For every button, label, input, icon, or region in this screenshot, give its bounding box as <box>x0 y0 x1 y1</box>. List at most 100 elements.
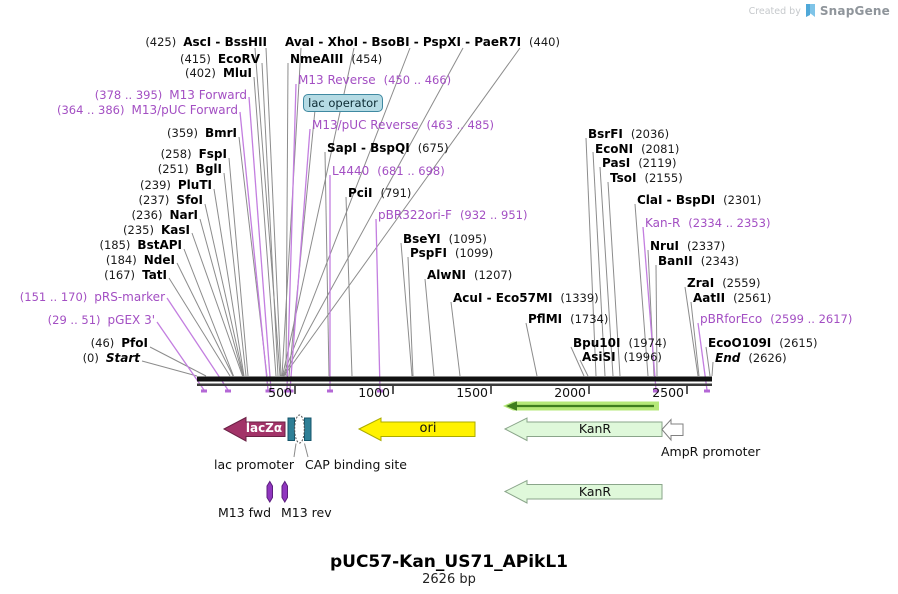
site-position: (2615) <box>779 336 818 350</box>
primer-range: (681 .. 698) <box>377 164 445 178</box>
site-position: (2626) <box>748 351 787 365</box>
enzyme-name: PasI <box>602 156 631 170</box>
enzyme-label: (359) BmrI <box>167 125 237 140</box>
enzyme-name: ZraI <box>687 276 715 290</box>
site-position: (1095) <box>448 232 487 246</box>
enzyme-name: TsoI <box>610 171 637 185</box>
site-position: (251) <box>157 162 189 176</box>
start-label: (0) Start <box>83 350 140 365</box>
plasmid-title: pUC57-Kan_US71_APikL1 <box>329 552 569 572</box>
primer-name: L4440 <box>332 164 370 178</box>
enzyme-name: TatI <box>142 268 167 282</box>
primer-label: (29 .. 51) pGEX 3' <box>48 312 155 327</box>
enzyme-label: BseYI (1095) <box>403 231 487 246</box>
enzyme-label: PspFI (1099) <box>410 245 493 260</box>
site-position: (359) <box>167 126 198 140</box>
primer-label: (378 .. 395) M13 Forward <box>95 87 247 102</box>
ori-label: ori <box>419 421 437 436</box>
scale-tick-label: 500 <box>268 385 292 400</box>
m13-fwd-glyph <box>266 480 273 503</box>
end-label: End (2626) <box>715 350 787 365</box>
site-position: (167) <box>104 268 136 282</box>
scale-tick-label: 1500 <box>456 385 488 400</box>
enzyme-label: (258) FspI <box>161 146 227 161</box>
watermark: Created by SnapGene <box>749 4 890 18</box>
enzyme-name: BstAPI <box>137 238 182 252</box>
site-position: (1974) <box>628 336 667 350</box>
site-position: (1734) <box>570 312 609 326</box>
site-position: (454) <box>351 52 383 66</box>
enzyme-label: AatII (2561) <box>693 290 771 305</box>
site-position: (2343) <box>700 254 739 268</box>
site-position: (425) <box>145 35 177 49</box>
site-position: (2301) <box>723 193 762 207</box>
primer-name: M13/pUC Forward <box>131 103 238 117</box>
lacz-alpha-label: lacZα <box>245 421 283 435</box>
site-position: (2119) <box>638 156 677 170</box>
enzyme-name: BglI <box>195 162 222 176</box>
enzyme-name: Start <box>105 351 140 365</box>
watermark-brand: SnapGene <box>819 4 890 18</box>
enzyme-name: SapI - BspQI <box>327 141 410 155</box>
scale-tick-label: 2000 <box>554 385 586 400</box>
enzyme-label: (237) SfoI <box>138 192 203 207</box>
site-position: (235) <box>123 223 154 237</box>
enzyme-label: (46) PfoI <box>91 335 148 350</box>
site-position: (2036) <box>630 127 670 141</box>
enzyme-label: (415) EcoRV <box>180 51 260 66</box>
site-position: (791) <box>380 186 412 200</box>
enzyme-label: Bpu10I (1974) <box>573 335 667 350</box>
enzyme-name: FspI <box>198 147 227 161</box>
site-position: (258) <box>160 147 192 161</box>
primer-label: M13/pUC Reverse (463 .. 485) <box>312 117 494 132</box>
site-position: (0) <box>82 351 99 365</box>
enzyme-label: PflMI (1734) <box>528 311 608 326</box>
enzyme-name: AscI - BssHII <box>183 35 267 49</box>
primer-label: pBRforEco (2599 .. 2617) <box>700 311 852 326</box>
site-position: (1996) <box>623 350 662 364</box>
lac-promoter-boxes <box>287 417 312 441</box>
ampr-promoter-label: AmpR promoter <box>661 444 761 459</box>
site-position: (415) <box>179 52 211 66</box>
cap-binding-site-label: CAP binding site <box>305 457 407 472</box>
enzyme-name: AcuI - Eco57MI <box>453 291 553 305</box>
cap-binding-site-shape <box>294 414 305 444</box>
lac-operator-feature: lac operator <box>303 94 383 112</box>
enzyme-label: SapI - BspQI (675) <box>327 140 449 155</box>
primer-label: L4440 (681 .. 698) <box>332 163 445 178</box>
enzyme-name: BanII <box>658 254 693 268</box>
primer-range: (932 .. 951) <box>459 208 528 222</box>
enzyme-name: BsrFI <box>588 127 623 141</box>
watermark-created-by: Created by <box>748 5 801 17</box>
enzyme-label: (236) NarI <box>132 207 198 222</box>
primer-range: (2334 .. 2353) <box>688 216 771 230</box>
site-position: (185) <box>99 238 131 252</box>
plasmid-length: 2626 bp <box>422 572 476 587</box>
enzyme-label: BsrFI (2036) <box>588 126 669 141</box>
enzyme-name: BseYI <box>403 232 441 246</box>
enzyme-label: (402) MluI <box>185 65 252 80</box>
site-position: (2081) <box>641 142 680 156</box>
primer-label: pBR322ori-F (932 .. 951) <box>378 207 527 222</box>
enzyme-label: AvaI - XhoI - BsoBI - PspXI - PaeR7I (440… <box>285 34 560 49</box>
enzyme-label: AlwNI (1207) <box>427 267 512 282</box>
primer-range: (151 .. 170) <box>19 290 88 304</box>
enzyme-name: AlwNI <box>427 268 466 282</box>
m13-fwd-label: M13 fwd <box>218 505 272 520</box>
scale-tick-label: 1000 <box>358 385 390 400</box>
enzyme-label: BanII (2343) <box>658 253 739 268</box>
enzyme-label: (425) AscI - BssHII <box>145 34 267 49</box>
enzyme-label: (185) BstAPI <box>99 237 182 252</box>
site-position: (402) <box>185 66 216 80</box>
enzyme-label: (167) TatI <box>104 267 167 282</box>
enzyme-label: PciI (791) <box>348 185 411 200</box>
enzyme-label: (251) BglI <box>158 161 222 176</box>
primer-name: pBR322ori-F <box>378 208 452 222</box>
enzyme-name: KasI <box>160 223 190 237</box>
scale-ticks <box>294 386 688 394</box>
site-position: (675) <box>417 141 449 155</box>
enzyme-label: (235) KasI <box>123 222 190 237</box>
enzyme-name: SfoI <box>176 193 203 207</box>
site-position: (236) <box>131 208 163 222</box>
enzyme-name: BmrI <box>204 126 237 140</box>
